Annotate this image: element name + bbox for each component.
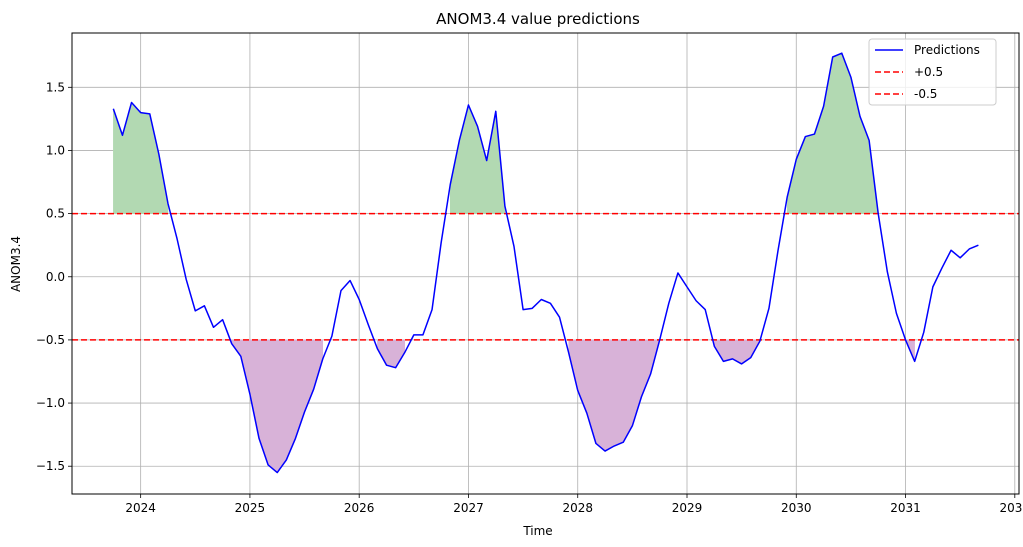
x-tick-label: 2025 xyxy=(235,501,266,515)
x-tick-label: 2026 xyxy=(344,501,375,515)
x-tick-label: 2027 xyxy=(453,501,484,515)
y-axis-label: ANOM3.4 xyxy=(9,236,23,292)
x-tick-label: 2028 xyxy=(562,501,593,515)
y-tick-label: −1.0 xyxy=(36,396,65,410)
series-layer xyxy=(112,52,979,474)
x-tick-label: 2024 xyxy=(125,501,156,515)
legend-label-plus-0-5: +0.5 xyxy=(914,65,943,79)
legend-frame xyxy=(868,38,997,106)
y-tick-label: 1.0 xyxy=(46,143,65,157)
y-tick-label: 0.5 xyxy=(46,207,65,221)
x-tick-label: 2030 xyxy=(781,501,812,515)
plot-frame xyxy=(71,32,1020,495)
y-tick-label: 1.5 xyxy=(46,80,65,94)
chart-title: ANOM3.4 value predictions xyxy=(436,10,640,28)
x-tick-label: 2032 xyxy=(1000,501,1023,515)
y-tick-label: −1.5 xyxy=(36,459,65,473)
x-axis: 2024 2025 2026 2027 2028 2029 2030 2031 2032 xyxy=(125,494,1023,515)
x-axis-label: Time xyxy=(522,524,552,538)
x-tick-label: 2029 xyxy=(672,501,703,515)
series-line-predictions xyxy=(112,52,979,474)
legend-label-predictions: Predictions xyxy=(914,43,980,57)
legend-label-minus-0-5: -0.5 xyxy=(914,87,937,101)
y-tick-label: 0.0 xyxy=(46,270,65,284)
y-axis: −1.5 −1.0 −0.5 0.0 0.5 1.0 1.5 xyxy=(36,80,72,473)
legend: Predictions +0.5 -0.5 xyxy=(868,38,997,106)
x-tick-label: 2031 xyxy=(890,501,921,515)
y-tick-label: −0.5 xyxy=(36,333,65,347)
